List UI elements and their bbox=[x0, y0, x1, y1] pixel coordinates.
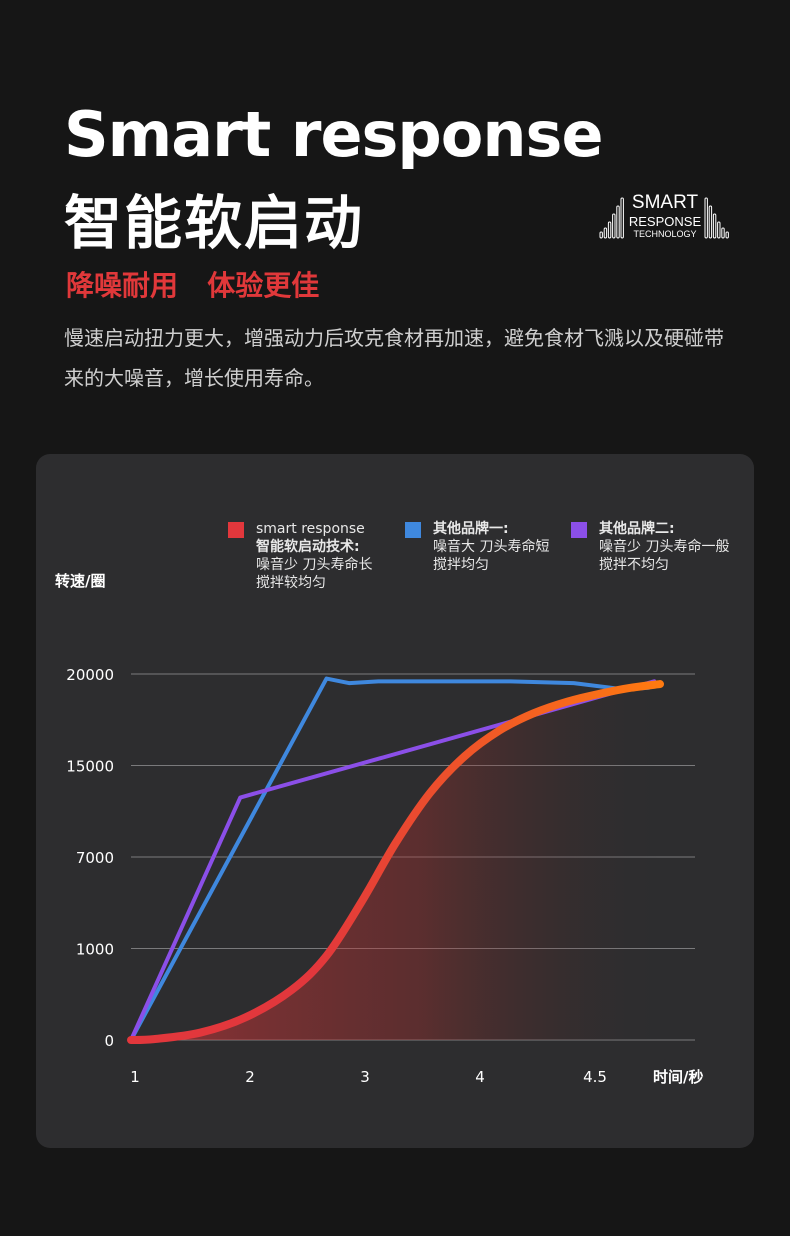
page-title-zh: 智能软启动 bbox=[64, 189, 365, 257]
y-axis-label: 转速/圈 bbox=[55, 572, 105, 590]
series-line-smart-response bbox=[127, 680, 664, 1044]
y-tick-label: 7000 bbox=[76, 849, 114, 867]
logo-bar bbox=[717, 221, 721, 239]
x-tick-label: 4.5 bbox=[583, 1068, 607, 1086]
logo-bar bbox=[616, 205, 620, 239]
legend-desc: 搅拌不均匀 bbox=[599, 557, 669, 573]
logo-bar bbox=[599, 231, 603, 239]
y-tick-label: 15000 bbox=[66, 758, 114, 776]
logo-bar bbox=[712, 213, 717, 239]
logo-bar bbox=[612, 213, 616, 239]
y-tick-label: 20000 bbox=[66, 666, 114, 684]
x-tick-label: 2 bbox=[245, 1068, 255, 1086]
logo-bar bbox=[603, 227, 608, 239]
logo-bar bbox=[725, 231, 729, 239]
legend-swatch bbox=[571, 522, 587, 538]
logo-line-response: RESPONSE bbox=[628, 214, 702, 229]
y-tick-label: 1000 bbox=[76, 941, 114, 959]
page-title-en: Smart response bbox=[64, 98, 603, 171]
legend-swatch bbox=[405, 522, 421, 538]
legend-desc: 搅拌较均匀 bbox=[256, 575, 326, 591]
logo-bar bbox=[620, 197, 624, 239]
page-subtitle: 降噪耐用 体验更佳 bbox=[66, 269, 320, 302]
legend-name: 其他品牌二: bbox=[599, 521, 675, 537]
smart-response-logo: SMART RESPONSE TECHNOLOGY bbox=[598, 190, 732, 242]
page-description: 慢速启动扭力更大，增强动力后攻克食材再加速，避免食材飞溅以及硬碰带来的大噪音，增… bbox=[64, 326, 724, 390]
x-tick-label: 3 bbox=[360, 1068, 370, 1086]
legend-name-zh: 智能软启动技术: bbox=[256, 539, 360, 555]
logo-line-technology: TECHNOLOGY bbox=[633, 229, 697, 239]
logo-bar bbox=[704, 197, 708, 239]
y-tick-label: 0 bbox=[104, 1032, 114, 1050]
legend-desc: 噪音大 刀头寿命短 bbox=[433, 539, 550, 555]
x-tick-label: 4 bbox=[475, 1068, 485, 1086]
logo-bar bbox=[721, 227, 725, 239]
legend-desc: 搅拌均匀 bbox=[433, 557, 489, 573]
legend-name: smart response bbox=[256, 521, 365, 537]
x-tick-label: 1 bbox=[130, 1068, 140, 1086]
sound-bars-icon bbox=[599, 197, 729, 239]
legend-desc: 噪音少 刀头寿命一般 bbox=[599, 539, 730, 555]
legend-name: 其他品牌一: bbox=[433, 521, 509, 537]
logo-bar bbox=[708, 205, 713, 239]
legend-swatch bbox=[228, 522, 244, 538]
legend-desc: 噪音少 刀头寿命长 bbox=[256, 557, 373, 573]
logo-line-smart: SMART bbox=[631, 192, 699, 213]
smart-response-area-fill bbox=[131, 684, 660, 1040]
x-axis-label: 时间/秒 bbox=[653, 1068, 703, 1086]
logo-bar bbox=[607, 221, 612, 239]
